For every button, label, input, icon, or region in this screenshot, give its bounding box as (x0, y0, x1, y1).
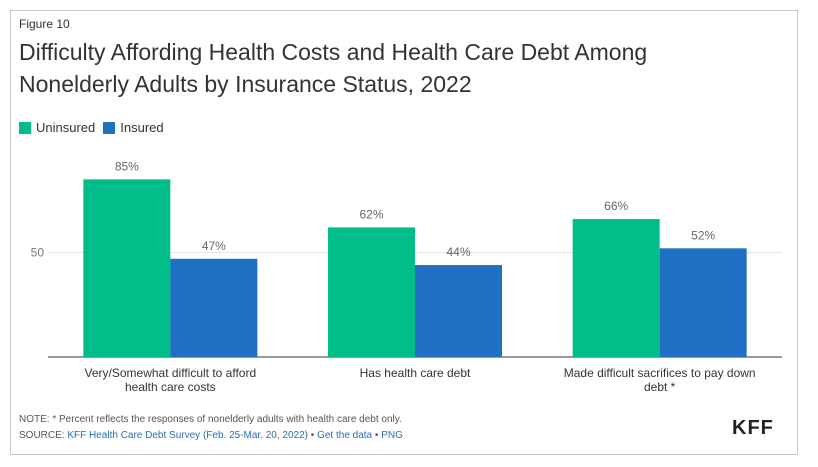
chart-note: NOTE: * Percent reflects the responses o… (19, 414, 402, 425)
data-label: 66% (604, 199, 628, 213)
bar-insured-2 (659, 248, 747, 357)
chart-source: SOURCE: KFF Health Care Debt Survey (Feb… (19, 430, 403, 441)
x-tick-label: Very/Somewhat difficult to afford (85, 366, 257, 380)
legend-label-uninsured: Uninsured (36, 120, 96, 135)
legend: Uninsured Insured (19, 120, 164, 135)
y-tick-label: 50 (31, 246, 45, 260)
bar-uninsured-2 (572, 219, 660, 357)
source-survey-link[interactable]: KFF Health Care Debt Survey (Feb. 25-Mar… (67, 430, 309, 441)
source-separator: • (308, 430, 318, 441)
legend-swatch-insured (103, 121, 116, 134)
png-link[interactable]: PNG (381, 430, 403, 441)
x-tick-label: Made difficult sacrifices to pay down (564, 366, 756, 380)
data-label: 52% (691, 228, 715, 242)
x-tick-label: Has health care debt (360, 366, 471, 380)
chart-title: Difficulty Affording Health Costs and He… (19, 39, 648, 97)
x-tick-label: debt * (644, 380, 676, 394)
legend-item-insured[interactable]: Insured (103, 120, 164, 135)
legend-label-insured: Insured (120, 120, 164, 135)
get-the-data-link[interactable]: Get the data (317, 430, 373, 441)
bar-insured-1 (415, 265, 502, 357)
kff-logo: KFF (732, 417, 774, 439)
bar-uninsured-1 (328, 227, 415, 357)
figure-label: Figure 10 (19, 17, 70, 31)
data-label: 85% (115, 159, 139, 173)
source-separator: • (372, 430, 382, 441)
data-label: 44% (446, 245, 470, 259)
source-prefix: SOURCE: (19, 430, 68, 441)
data-label: 47% (202, 239, 226, 253)
x-tick-label: health care costs (125, 380, 216, 394)
bar-uninsured-0 (83, 179, 171, 357)
data-label: 62% (359, 207, 383, 221)
legend-item-uninsured[interactable]: Uninsured (19, 120, 95, 135)
legend-swatch-uninsured (19, 121, 31, 134)
bar-insured-0 (170, 258, 258, 357)
